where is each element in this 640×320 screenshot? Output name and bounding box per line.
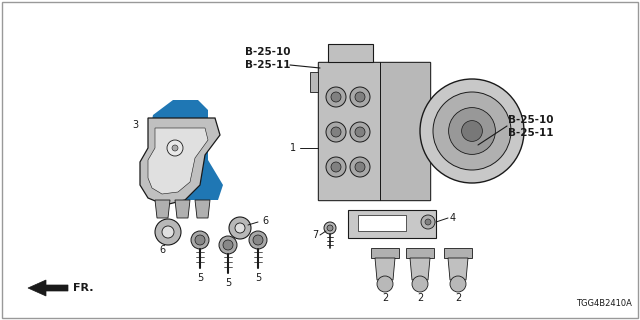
Circle shape [326, 87, 346, 107]
Text: 4: 4 [450, 213, 456, 223]
Circle shape [355, 162, 365, 172]
Text: 6: 6 [262, 216, 268, 226]
Text: 5: 5 [197, 273, 203, 283]
Text: B-25-10: B-25-10 [245, 47, 291, 57]
Polygon shape [155, 200, 170, 218]
Text: B-25-11: B-25-11 [508, 128, 554, 138]
Circle shape [461, 121, 483, 141]
Polygon shape [195, 200, 210, 218]
Circle shape [350, 122, 370, 142]
Bar [406, 248, 434, 258]
Circle shape [327, 225, 333, 231]
Circle shape [249, 231, 267, 249]
Polygon shape [140, 118, 220, 205]
Circle shape [253, 235, 263, 245]
Circle shape [324, 222, 336, 234]
Circle shape [235, 223, 245, 233]
Circle shape [331, 92, 341, 102]
Circle shape [172, 145, 178, 151]
Circle shape [223, 240, 233, 250]
Bar [310, 72, 318, 92]
Text: B-25-10: B-25-10 [508, 115, 554, 125]
Text: 5: 5 [225, 278, 231, 288]
Text: 6: 6 [159, 245, 165, 255]
Circle shape [162, 226, 174, 238]
Bar [444, 248, 472, 258]
Text: 5: 5 [255, 273, 261, 283]
Circle shape [326, 122, 346, 142]
Circle shape [450, 276, 466, 292]
Bar [380, 62, 430, 200]
Polygon shape [375, 258, 395, 280]
Polygon shape [148, 100, 223, 200]
Circle shape [195, 235, 205, 245]
Circle shape [355, 92, 365, 102]
Text: 1: 1 [290, 143, 296, 153]
Circle shape [420, 79, 524, 183]
Bar [371, 248, 399, 258]
Bar [318, 62, 430, 200]
Circle shape [229, 217, 251, 239]
Polygon shape [448, 258, 468, 280]
Bar [358, 215, 406, 231]
Polygon shape [28, 280, 68, 296]
Bar [348, 210, 436, 238]
Circle shape [377, 276, 393, 292]
Circle shape [350, 87, 370, 107]
Circle shape [167, 140, 183, 156]
Circle shape [326, 157, 346, 177]
Polygon shape [148, 128, 208, 194]
Text: 3: 3 [132, 120, 138, 130]
Text: 7: 7 [312, 230, 318, 240]
Circle shape [350, 157, 370, 177]
Circle shape [449, 108, 495, 155]
Circle shape [433, 92, 511, 170]
Circle shape [421, 215, 435, 229]
Text: 2: 2 [455, 293, 461, 303]
Text: TGG4B2410A: TGG4B2410A [576, 299, 632, 308]
Polygon shape [175, 200, 190, 218]
Text: B-25-11: B-25-11 [245, 60, 291, 70]
Bar [328, 44, 373, 62]
Polygon shape [410, 258, 430, 280]
Circle shape [355, 127, 365, 137]
Circle shape [331, 127, 341, 137]
Text: 2: 2 [382, 293, 388, 303]
Text: FR.: FR. [73, 283, 93, 293]
Circle shape [219, 236, 237, 254]
Bar [318, 62, 380, 200]
Circle shape [191, 231, 209, 249]
Circle shape [155, 219, 181, 245]
Circle shape [425, 219, 431, 225]
Text: 2: 2 [417, 293, 423, 303]
Circle shape [331, 162, 341, 172]
Circle shape [412, 276, 428, 292]
